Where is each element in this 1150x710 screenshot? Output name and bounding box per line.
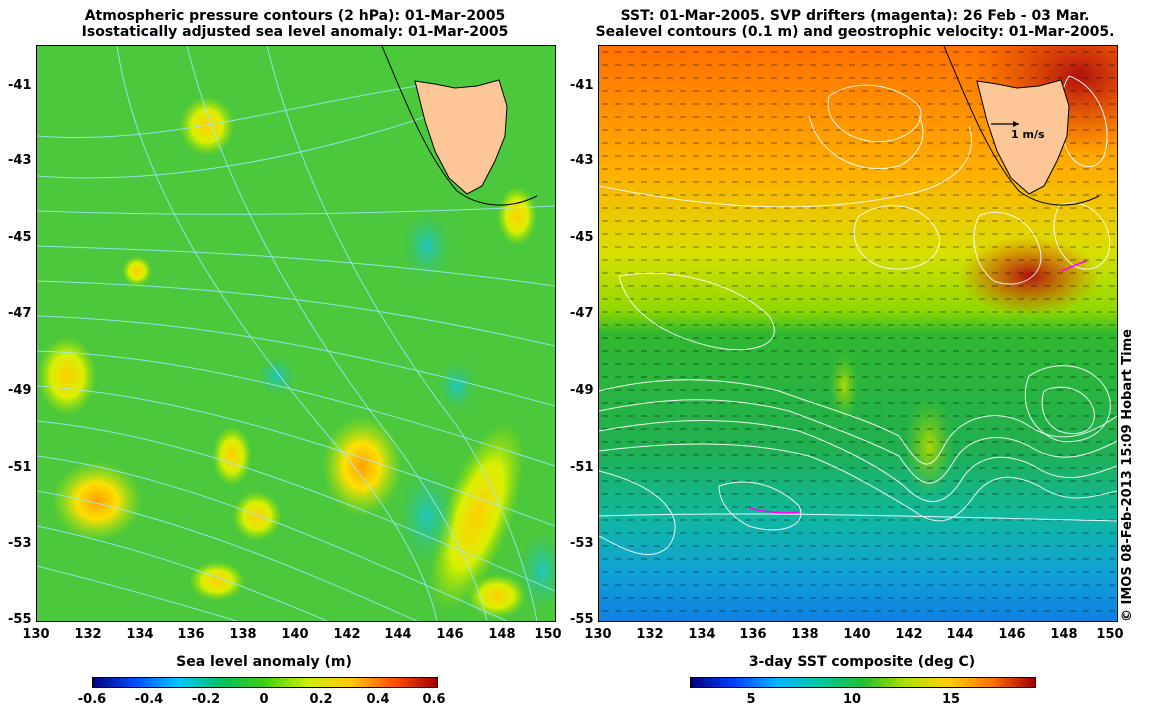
left-colorbar-tick: -0.2 [191, 692, 221, 707]
right-lon-label: 138 [791, 627, 819, 642]
right-colorbar [690, 677, 1036, 688]
left-lon-label: 132 [74, 627, 102, 642]
scale-label: 1 m/s [1011, 128, 1045, 141]
right-colorbar-tick: 15 [941, 692, 961, 707]
left-lat-label: -51 [8, 460, 32, 475]
sealevel-contours [599, 75, 1117, 556]
pressure-contours [37, 46, 555, 621]
right-lon-label: 150 [1096, 627, 1124, 642]
left-colorbar [92, 677, 438, 688]
left-lat-label: -43 [8, 153, 32, 168]
right-lat-label: -51 [570, 460, 594, 475]
coastline-contour-right [943, 46, 1100, 206]
right-lat-label: -55 [570, 612, 594, 627]
left-lat-label: -53 [8, 536, 32, 551]
left-colorbar-tick: 0.2 [309, 692, 333, 707]
left-lon-label: 134 [126, 627, 154, 642]
right-lon-label: 148 [1050, 627, 1078, 642]
right-lon-label: 146 [998, 627, 1026, 642]
left-lon-label: 138 [229, 627, 257, 642]
left-colorbar-tick: 0.6 [422, 692, 446, 707]
svp-drifter-track [748, 507, 800, 514]
tasmania-land-right [976, 79, 1070, 195]
left-lat-label: -49 [8, 383, 32, 398]
credit-text: © IMOS 08-Feb-2013 15:09 Hobart Time [1120, 329, 1135, 622]
left-lat-label: -41 [8, 78, 32, 93]
left-colorbar-tick: 0.4 [366, 692, 390, 707]
left-lat-label: -45 [8, 230, 32, 245]
right-lat-label: -53 [570, 536, 594, 551]
right-lon-label: 144 [946, 627, 974, 642]
left-map-title: Atmospheric pressure contours (2 hPa): 0… [36, 8, 554, 40]
left-colorbar-title: Sea level anomaly (m) [176, 654, 352, 670]
right-lat-label: -47 [570, 306, 594, 321]
left-lon-label: 142 [333, 627, 361, 642]
scale-arrow [991, 121, 1019, 127]
left-lon-label: 140 [281, 627, 309, 642]
right-map-panel: 1 m/s [598, 45, 1118, 622]
right-map-title-line1: SST: 01-Mar-2005. SVP drifters (magenta)… [620, 8, 1090, 24]
right-colorbar-tick: 5 [746, 692, 756, 707]
right-lon-label: 132 [636, 627, 664, 642]
tasmania-land [414, 79, 508, 195]
right-lat-label: -45 [570, 230, 594, 245]
right-lon-label: 142 [895, 627, 923, 642]
coastline-contour [381, 46, 538, 206]
right-map-title-line2: Sealevel contours (0.1 m) and geostrophi… [595, 24, 1115, 40]
right-colorbar-tick: 10 [842, 692, 862, 707]
svp-drifter-track [1060, 260, 1088, 272]
right-map-title: SST: 01-Mar-2005. SVP drifters (magenta)… [570, 8, 1140, 40]
right-lat-label: -49 [570, 383, 594, 398]
left-map-title-line2: Isostatically adjusted sea level anomaly… [81, 24, 509, 40]
right-lon-label: 140 [843, 627, 871, 642]
right-lon-label: 134 [688, 627, 716, 642]
left-lon-label: 148 [488, 627, 516, 642]
left-colorbar-tick: 0 [259, 692, 269, 707]
left-lon-label: 150 [534, 627, 562, 642]
left-map-panel [36, 45, 556, 622]
right-lat-label: -43 [570, 153, 594, 168]
right-lon-label: 136 [739, 627, 767, 642]
left-lat-label: -47 [8, 306, 32, 321]
left-lat-label: -55 [8, 612, 32, 627]
right-lat-label: -41 [570, 78, 594, 93]
left-lon-label: 136 [177, 627, 205, 642]
left-map-title-line1: Atmospheric pressure contours (2 hPa): 0… [84, 8, 506, 24]
right-colorbar-title: 3-day SST composite (deg C) [748, 654, 976, 670]
left-lon-label: 130 [22, 627, 50, 642]
left-colorbar-tick: -0.4 [134, 692, 164, 707]
right-lon-label: 130 [584, 627, 612, 642]
left-colorbar-tick: -0.6 [77, 692, 107, 707]
left-lon-label: 144 [384, 627, 412, 642]
left-lon-label: 146 [436, 627, 464, 642]
